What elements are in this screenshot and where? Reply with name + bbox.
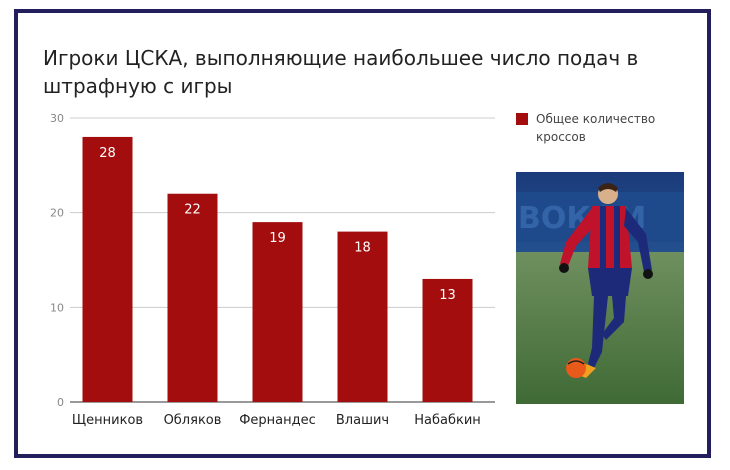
y-tick-label: 10 bbox=[50, 301, 64, 314]
data-label: 13 bbox=[439, 288, 456, 303]
x-tick-label: Влашич bbox=[336, 413, 389, 428]
bar[interactable] bbox=[422, 278, 473, 402]
legend-label: Общее количество кроссов bbox=[536, 112, 656, 144]
player-photo: ВОКОМ bbox=[516, 172, 684, 404]
data-label: 28 bbox=[99, 146, 116, 161]
legend-swatch bbox=[516, 113, 528, 125]
x-tick-label: Щенников bbox=[72, 413, 143, 428]
x-tick-label: Обляков bbox=[164, 413, 222, 428]
y-tick-label: 0 bbox=[57, 396, 64, 409]
bar[interactable] bbox=[167, 193, 218, 402]
data-label: 18 bbox=[354, 241, 371, 256]
data-label: 22 bbox=[184, 203, 201, 218]
y-tick-label: 30 bbox=[50, 112, 64, 125]
y-tick-label: 20 bbox=[50, 207, 64, 220]
bar[interactable] bbox=[252, 222, 303, 402]
bar[interactable] bbox=[82, 136, 133, 402]
chart-title: Игроки ЦСКА, выполняющие наибольшее числ… bbox=[43, 46, 645, 98]
x-tick-label: Набабкин bbox=[414, 413, 481, 428]
data-label: 19 bbox=[269, 231, 286, 246]
bar[interactable] bbox=[337, 231, 388, 402]
x-tick-label: Фернандес bbox=[239, 413, 316, 428]
